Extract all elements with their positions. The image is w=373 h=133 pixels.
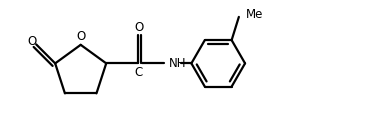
Text: O: O	[135, 21, 144, 34]
Text: Me: Me	[246, 8, 263, 21]
Text: NH: NH	[169, 57, 187, 70]
Text: O: O	[28, 35, 37, 48]
Text: C: C	[134, 66, 142, 79]
Text: O: O	[76, 30, 85, 43]
